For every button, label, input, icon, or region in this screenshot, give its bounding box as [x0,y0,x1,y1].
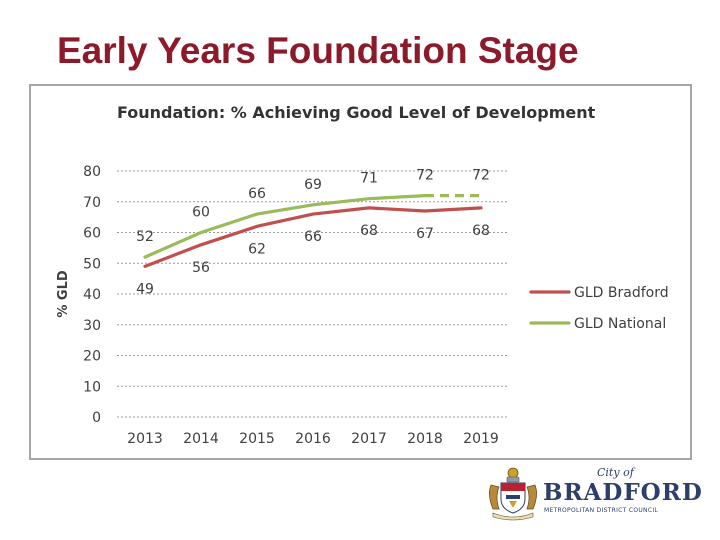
x-tick-label: 2019 [463,431,499,447]
legend-label: GLD National [574,316,666,332]
coat-of-arms-icon [489,467,537,521]
data-label: 71 [360,171,378,187]
logo-name-text: BRADFORD [543,479,703,506]
y-tick-label: 40 [83,287,101,303]
y-tick-label: 50 [83,256,101,272]
y-axis-label: % GLD [56,270,71,318]
legend-label: GLD Bradford [574,285,669,301]
data-label: 52 [136,229,154,245]
series-line-bradford [143,206,483,268]
data-label: 66 [248,186,266,202]
data-label: 49 [136,281,154,297]
y-tick-label: 10 [83,379,101,395]
y-tick-label: 60 [83,226,101,242]
y-tick-label: 20 [83,349,101,365]
data-label: 72 [472,168,490,184]
x-tick-label: 2017 [351,431,387,447]
chart-container: Foundation: % Achieving Good Level of De… [29,84,692,460]
x-tick-label: 2018 [407,431,443,447]
data-label: 67 [416,226,434,242]
data-label: 72 [416,168,434,184]
x-tick-label: 2016 [295,431,331,447]
x-tick-label: 2013 [127,431,163,447]
line-chart: Foundation: % Achieving Good Level of De… [56,103,669,447]
data-label: 62 [248,241,266,257]
y-tick-label: 30 [83,318,101,334]
logo-city-text: City of [597,466,634,479]
slide-title: Early Years Foundation Stage [57,30,579,71]
data-label: 66 [304,229,322,245]
y-tick-label: 0 [92,410,101,426]
data-label: 69 [304,177,322,193]
council-logo: City of BRADFORD METROPOLITAN DISTRICT C… [485,465,702,523]
data-label: 56 [192,260,210,276]
y-tick-label: 80 [83,164,101,180]
x-tick-label: 2014 [183,431,219,447]
data-label: 60 [192,205,210,221]
chart-title: Foundation: % Achieving Good Level of De… [117,103,596,122]
series-line-national [143,193,427,259]
data-label: 68 [472,223,490,239]
logo-council-text: METROPOLITAN DISTRICT COUNCIL [544,507,659,514]
y-tick-label: 70 [83,195,101,211]
x-tick-label: 2015 [239,431,275,447]
data-label: 68 [360,223,378,239]
